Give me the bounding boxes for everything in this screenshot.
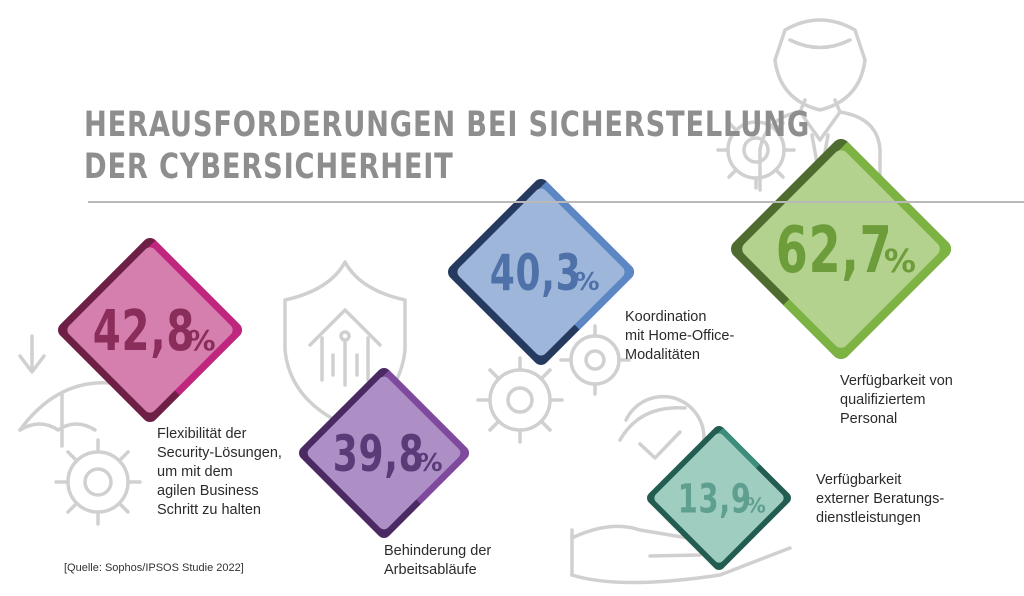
label-line: Modalitäten bbox=[625, 347, 700, 363]
label-line: Verfügbarkeit von bbox=[840, 373, 953, 389]
diamond-inner bbox=[654, 433, 784, 563]
shield-house-icon bbox=[283, 260, 407, 427]
hand-gear-icon bbox=[570, 394, 792, 585]
diamond-inner bbox=[457, 188, 625, 356]
label-line: Personal bbox=[840, 411, 898, 427]
gear-icon bbox=[54, 438, 142, 526]
diamond-value-label: 40,3 bbox=[490, 245, 582, 302]
diamond-group: 42,8%39,8%40,3% 62,7%13,9% bbox=[57, 139, 951, 570]
background-icons bbox=[18, 18, 882, 585]
diamond-home: 40,3% bbox=[448, 179, 634, 365]
diamond-personal: 62,7% bbox=[731, 139, 951, 359]
person-icon bbox=[758, 18, 882, 192]
label-line: Koordination bbox=[625, 309, 707, 325]
gear-icon bbox=[716, 110, 796, 190]
diamond-value-label: 13,9 bbox=[678, 477, 752, 523]
diamond-unit-label: % bbox=[574, 267, 599, 296]
diamond-flex: 42,8% bbox=[57, 238, 242, 422]
label-line: Verfügbarkeit bbox=[816, 472, 902, 488]
diamond-value-label: 39,8 bbox=[333, 426, 425, 483]
label-home-office: Koordination mit Home-Office- Modalitäte… bbox=[625, 308, 734, 365]
label-line: externer Beratungs- bbox=[816, 491, 945, 507]
diamond-value-label: 62,7 bbox=[776, 214, 893, 289]
title-divider bbox=[88, 201, 1024, 203]
label-line: dienstleistungen bbox=[816, 510, 921, 526]
diamond-unit-label: % bbox=[187, 324, 215, 357]
label-line: mit Home-Office- bbox=[625, 328, 735, 344]
label-line: Security-Lösungen, bbox=[157, 445, 282, 461]
label-line: Behinderung der bbox=[384, 543, 492, 559]
diamond-unit-label: % bbox=[746, 493, 766, 517]
label-line: um mit dem bbox=[157, 464, 233, 480]
diamond-unit-label: % bbox=[884, 242, 916, 280]
diamond-unit-label: % bbox=[417, 448, 442, 477]
page-title: HERAUSFORDERUNGEN BEI SICHERSTELLUNG DER… bbox=[84, 104, 810, 188]
label-workflow: Behinderung der Arbeitsabläufe bbox=[384, 542, 491, 580]
label-consulting: Verfügbarkeit externer Beratungs- dienst… bbox=[816, 471, 944, 528]
label-line: Schritt zu halten bbox=[157, 502, 261, 518]
label-line: Flexibilität der bbox=[157, 426, 247, 442]
label-line: agilen Business bbox=[157, 483, 259, 499]
diamond-value-label: 42,8 bbox=[93, 299, 195, 364]
label-flexibility: Flexibilität der Security-Lösungen, um m… bbox=[157, 425, 282, 520]
label-personnel: Verfügbarkeit von qualifiziertem Persona… bbox=[840, 372, 953, 429]
umbrella-arrow-icon bbox=[18, 334, 122, 448]
gears-icon bbox=[476, 324, 631, 444]
label-line: qualifiziertem bbox=[840, 392, 926, 408]
diamond-inner bbox=[742, 150, 940, 348]
source-note: [Quelle: Sophos/IPSOS Studie 2022] bbox=[64, 562, 244, 574]
diamond-inner bbox=[67, 247, 233, 413]
title-line-1: HERAUSFORDERUNGEN BEI SICHERSTELLUNG bbox=[84, 105, 811, 145]
title-line-2: DER CYBERSICHERHEIT bbox=[84, 147, 454, 187]
diamond-arbeit: 39,8% bbox=[299, 368, 469, 538]
label-line: Arbeitsabläufe bbox=[384, 562, 477, 578]
diamond-inner bbox=[307, 376, 461, 530]
diamond-beratung: 13,9% bbox=[647, 426, 791, 570]
